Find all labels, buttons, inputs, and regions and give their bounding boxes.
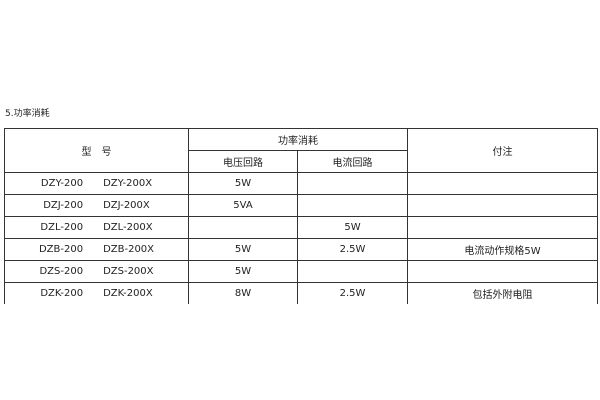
model-a: DZS-200 xyxy=(39,266,84,277)
section-title: 5.功率消耗 xyxy=(5,109,50,119)
voltage-cell: 5VA xyxy=(188,194,298,217)
current-cell: 5W xyxy=(297,216,408,239)
voltage-cell: 8W xyxy=(188,282,298,304)
power-consumption-table: 型 号 功率消耗 付注 电压回路 电流回路 DZY-200 DZY-200X 5W… xyxy=(4,128,598,304)
model-b: DZS-200X xyxy=(103,266,154,277)
voltage-cell xyxy=(188,216,298,239)
note-cell xyxy=(407,260,598,283)
header-voltage: 电压回路 xyxy=(188,150,298,173)
table-row: DZL-200 DZL-200X 5W xyxy=(4,216,598,239)
header-note: 付注 xyxy=(407,128,598,173)
current-cell xyxy=(297,194,408,217)
model-cell: DZS-200 DZS-200X xyxy=(4,260,189,283)
model-cell: DZJ-200 DZJ-200X xyxy=(4,194,189,217)
header-power: 功率消耗 xyxy=(188,128,408,151)
table-row: DZJ-200 DZJ-200X 5VA xyxy=(4,194,598,217)
note-cell: 电流动作规格5W xyxy=(407,238,598,261)
model-a: DZY-200 xyxy=(40,178,84,189)
model-b: DZL-200X xyxy=(103,222,153,233)
model-cell: DZY-200 DZY-200X xyxy=(4,172,189,195)
header-model: 型 号 xyxy=(4,128,189,173)
table-row: DZB-200 DZB-200X 5W 2.5W 电流动作规格5W xyxy=(4,238,598,261)
model-b: DZJ-200X xyxy=(103,200,150,211)
model-a: DZJ-200 xyxy=(43,200,84,211)
model-cell: DZB-200 DZB-200X xyxy=(4,238,189,261)
model-b: DZB-200X xyxy=(103,244,155,255)
header-current: 电流回路 xyxy=(297,150,408,173)
voltage-cell: 5W xyxy=(188,238,298,261)
current-cell: 2.5W xyxy=(297,238,408,261)
voltage-cell: 5W xyxy=(188,260,298,283)
model-b: DZY-200X xyxy=(103,178,153,189)
note-cell xyxy=(407,216,598,239)
current-cell: 2.5W xyxy=(297,282,408,304)
note-cell: 包括外附电阻 xyxy=(407,282,598,304)
table-row: DZY-200 DZY-200X 5W xyxy=(4,172,598,195)
model-a: DZK-200 xyxy=(40,288,84,299)
note-cell xyxy=(407,172,598,195)
model-b: DZK-200X xyxy=(103,288,153,299)
model-a: DZL-200 xyxy=(40,222,84,233)
voltage-cell: 5W xyxy=(188,172,298,195)
table-row: DZK-200 DZK-200X 8W 2.5W 包括外附电阻 xyxy=(4,282,598,304)
table-row: DZS-200 DZS-200X 5W xyxy=(4,260,598,283)
note-cell xyxy=(407,194,598,217)
model-a: DZB-200 xyxy=(38,244,84,255)
current-cell xyxy=(297,172,408,195)
model-cell: DZK-200 DZK-200X xyxy=(4,282,189,304)
current-cell xyxy=(297,260,408,283)
model-cell: DZL-200 DZL-200X xyxy=(4,216,189,239)
